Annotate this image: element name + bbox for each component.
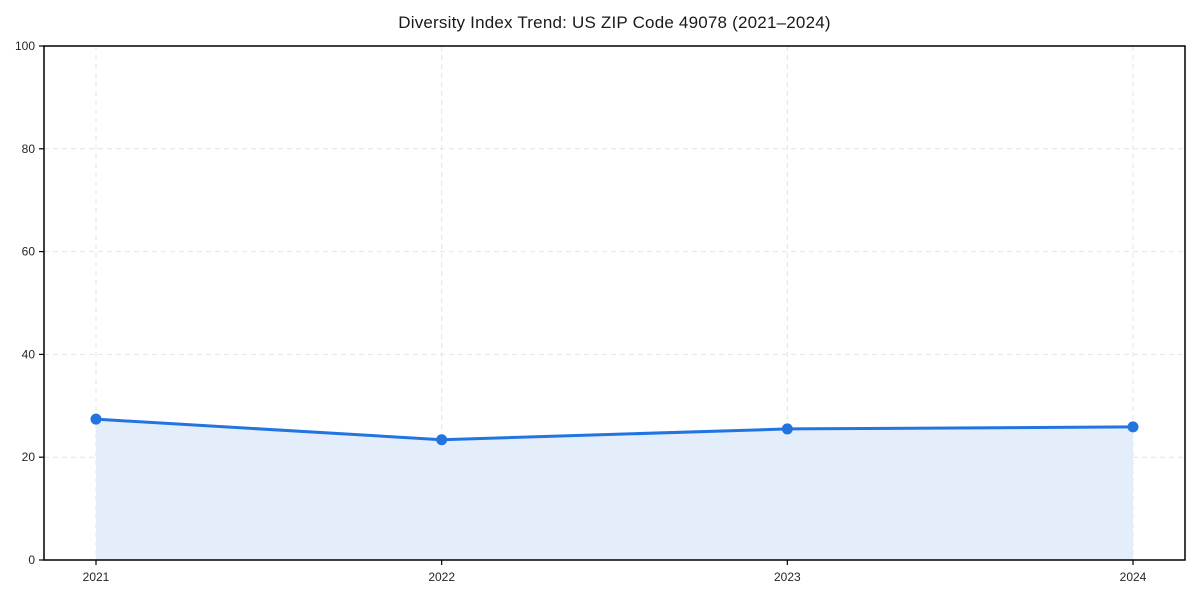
data-point-marker [781, 423, 793, 435]
x-tick-label: 2022 [428, 570, 455, 584]
y-tick-label: 40 [22, 347, 36, 361]
y-tick-label: 100 [15, 39, 35, 53]
y-tick-label: 0 [28, 553, 35, 567]
x-tick-label: 2023 [774, 570, 801, 584]
data-point-marker [90, 413, 102, 425]
y-tick-label: 20 [22, 450, 36, 464]
area-fill [96, 419, 1133, 560]
x-tick-label: 2021 [83, 570, 110, 584]
chart-title: Diversity Index Trend: US ZIP Code 49078… [398, 13, 831, 32]
plot-border [43, 45, 1186, 561]
data-point-marker [436, 434, 448, 446]
x-tick-label: 2024 [1120, 570, 1147, 584]
y-tick-label: 80 [22, 142, 36, 156]
data-point-marker [1127, 421, 1139, 433]
trend-line [94, 417, 1135, 442]
y-tick-label: 60 [22, 245, 36, 259]
